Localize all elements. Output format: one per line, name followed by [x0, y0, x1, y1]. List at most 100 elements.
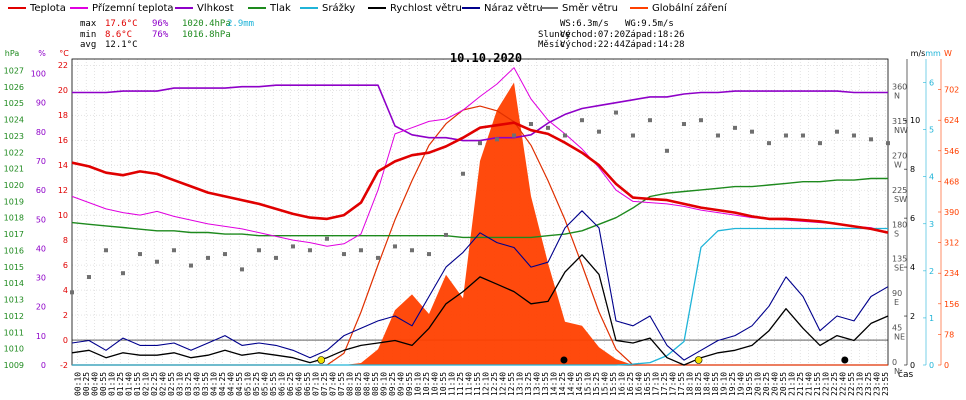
legend-swatch	[630, 7, 648, 9]
wind-direction-point	[563, 133, 567, 138]
solar-axis-tick: 234	[944, 269, 959, 278]
x-tick-label: 14:25	[558, 372, 567, 396]
stat-sun-set: Západ:18:26	[625, 30, 685, 40]
stat-sun-rise: Východ:07:20	[560, 30, 626, 40]
stat-max-hum: 96%	[152, 19, 169, 29]
direction-tick: 180	[892, 220, 907, 229]
x-tick-label: 13:10	[516, 372, 525, 396]
x-tick-label: 15:10	[584, 372, 593, 396]
x-tick-label: 05:10	[244, 372, 253, 396]
legend-label: Směr větru	[562, 3, 618, 14]
x-tick-label: 23:25	[864, 372, 873, 396]
temperature-axis-tick: 6	[63, 261, 68, 270]
temperature-axis-tick: 10	[58, 211, 68, 220]
x-tick-label: 18:25	[694, 372, 703, 396]
stat-min-press: 1016.8hPa	[182, 30, 231, 40]
temperature-axis-tick: 14	[58, 161, 68, 170]
wind-direction-point	[291, 244, 295, 249]
pressure-axis-tick: 1016	[4, 246, 24, 255]
humidity-line	[72, 84, 888, 142]
wind-direction-point	[240, 267, 244, 272]
legend-item-8: Globální záření	[630, 3, 727, 14]
x-tick-label: 20:25	[762, 372, 771, 396]
x-tick-label: 22:55	[847, 372, 856, 396]
wind-direction-point	[529, 122, 533, 127]
compass-label: S	[894, 229, 899, 238]
wind-direction-point	[138, 252, 142, 257]
legend-item-2: Vlhkost	[175, 3, 234, 14]
x-tick-label: 10:55	[439, 372, 448, 396]
compass-label: W	[894, 160, 902, 169]
x-tick-label: 16:55	[643, 372, 652, 396]
x-tick-label: 00:55	[99, 372, 108, 396]
temperature-axis-tick: 12	[58, 186, 68, 195]
rain-axis-tick: 2	[929, 267, 934, 276]
wind-direction-point	[325, 236, 329, 241]
wind-direction-point	[223, 252, 227, 257]
legend-item-1: Přízemní teplota	[70, 3, 174, 14]
x-tick-label: 20:10	[754, 372, 763, 396]
wind-direction-point	[206, 255, 210, 260]
x-tick-label: 10:10	[414, 372, 423, 396]
rain-axis-tick: 3	[929, 220, 934, 229]
x-tick-label: 02:25	[150, 372, 159, 396]
humidity-axis-tick: 20	[36, 303, 46, 312]
stat-min-hum: 76%	[152, 30, 169, 40]
wind-direction-point	[597, 129, 601, 134]
chart-title: 10.10.2020	[450, 51, 522, 65]
x-tick-label: 17:40	[669, 372, 678, 396]
legend-swatch	[70, 7, 88, 9]
wind-axis-unit: m/s	[911, 49, 926, 58]
humidity-axis-tick: 60	[36, 186, 46, 195]
x-tick-label: 17:55	[677, 372, 686, 396]
x-tick-label: 12:25	[490, 372, 499, 396]
x-tick-label: 23:55	[881, 372, 890, 396]
stat-min-label: min	[80, 30, 97, 40]
x-tick-label: 13:25	[524, 372, 533, 396]
x-tick-label: 13:40	[533, 372, 542, 396]
direction-tick: 270	[892, 151, 907, 160]
direction-tick: 360	[892, 83, 907, 92]
wind-direction-point	[716, 133, 720, 138]
x-tick-label: 03:10	[176, 372, 185, 396]
wind-direction-point	[631, 133, 635, 138]
x-tick-label: 02:55	[167, 372, 176, 396]
legend-label: Rychlost větru	[390, 3, 462, 14]
pressure-axis-tick: 1025	[4, 99, 24, 108]
x-tick-label: 16:40	[635, 372, 644, 396]
wind-axis: m/s 0 2 4 6 8 10	[904, 49, 925, 370]
wind-direction-point	[376, 255, 380, 260]
pressure-axis-tick: 1022	[4, 148, 24, 157]
pressure-line	[71, 177, 888, 239]
x-tick-label: 19:40	[737, 372, 746, 396]
x-tick-label: 04:10	[210, 372, 219, 396]
wind-direction-point	[869, 137, 873, 142]
rain-axis-unit: mm	[925, 49, 941, 58]
temperature-axis-unit: °C	[59, 49, 69, 58]
rain-axis-tick: 1	[929, 314, 934, 323]
x-tick-label: 04:55	[235, 372, 244, 396]
legend-swatch	[462, 7, 480, 9]
x-tick-label: 02:40	[159, 372, 168, 396]
x-tick-label: 09:40	[397, 372, 406, 396]
wind-direction-point	[70, 290, 74, 295]
solar-axis: W 0 78 156 234 312 390 468 546 624 702	[938, 49, 959, 370]
legend-swatch	[368, 7, 386, 9]
wind-direction-point	[784, 133, 788, 138]
wind-axis-tick: 8	[910, 165, 915, 174]
legend-swatch	[248, 7, 266, 9]
pressure-axis-tick: 1026	[4, 83, 24, 92]
x-tick-label: 22:40	[839, 372, 848, 396]
legend-label: Srážky	[322, 3, 356, 14]
x-tick-label: 09:25	[388, 372, 397, 396]
humidity-axis-tick: 40	[36, 244, 46, 253]
stat-max-rain: 2.9mm	[227, 19, 255, 29]
solar-axis-tick: 156	[944, 300, 959, 309]
wind-direction-point	[121, 271, 125, 276]
x-tick-label: 01:25	[116, 372, 125, 396]
pressure-axis-unit: hPa	[5, 49, 20, 58]
pressure-axis-tick: 1018	[4, 214, 24, 223]
wind-gust-line	[71, 210, 889, 361]
